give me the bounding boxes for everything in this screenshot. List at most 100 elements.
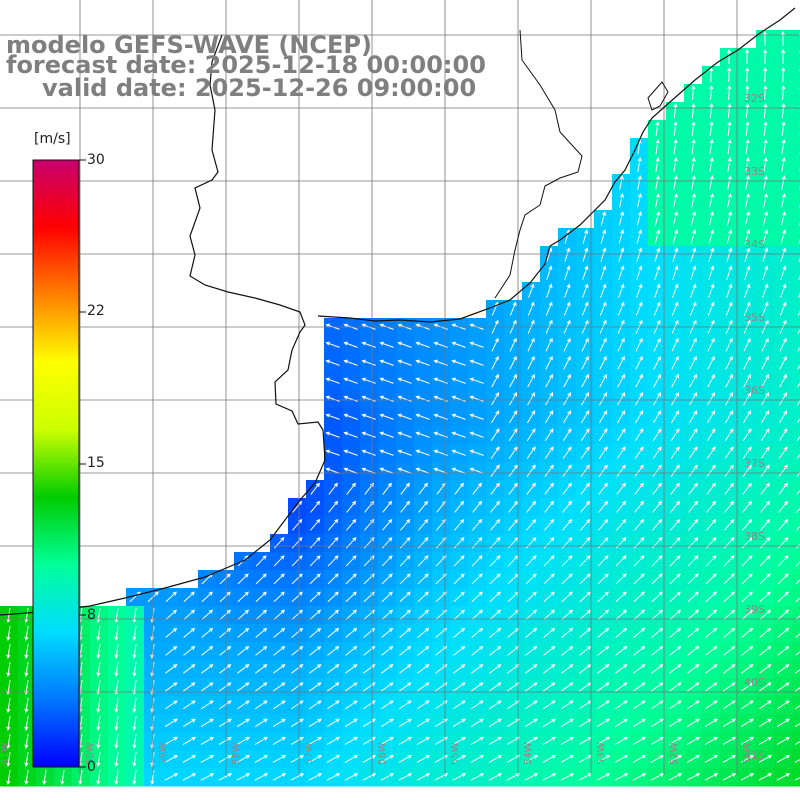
wind-arrow-head <box>602 319 607 325</box>
wind-arrow <box>491 338 499 352</box>
wind-arrow <box>416 755 430 763</box>
wind-arrow <box>722 736 736 746</box>
wind-arrow <box>616 410 626 424</box>
wind-arrow-head <box>693 446 698 451</box>
wind-arrow <box>728 67 730 83</box>
wind-arrow-head <box>533 718 538 723</box>
wind-arrow <box>651 628 663 638</box>
wind-arrow-head <box>317 773 323 777</box>
wind-arrow-head <box>132 708 137 713</box>
wind-arrow <box>777 573 789 585</box>
wind-arrow-head <box>640 537 645 542</box>
wind-arrow <box>797 381 800 388</box>
wind-arrow <box>182 755 196 763</box>
wind-arrow-head <box>24 708 29 713</box>
wind-arrow-head <box>497 664 502 669</box>
wind-arrow <box>794 705 800 710</box>
wind-cell <box>792 516 800 535</box>
wind-arrow <box>165 609 177 621</box>
wind-arrow-head <box>388 627 394 632</box>
wind-arrow-head <box>352 627 358 632</box>
wind-arrow <box>435 628 447 638</box>
wind-arrow <box>614 755 628 763</box>
wind-arrow-head <box>748 646 754 651</box>
wind-arrow <box>614 736 628 746</box>
wind-arrow-head <box>6 744 11 749</box>
wind-arrow-head <box>496 627 502 632</box>
wind-arrow-head <box>765 500 771 506</box>
wind-arrow <box>795 561 800 567</box>
wind-arrow-head <box>638 301 643 307</box>
wind-arrow-head <box>451 323 456 328</box>
wind-arrow <box>634 465 644 477</box>
wind-arrow <box>236 700 250 710</box>
wind-arrow <box>668 736 682 746</box>
wind-arrow <box>182 736 196 746</box>
wind-arrow-head <box>728 319 733 325</box>
wind-arrow-head <box>512 355 517 361</box>
lat-label: 33S <box>744 165 765 178</box>
wind-arrow <box>362 700 376 710</box>
wind-arrow <box>654 194 660 208</box>
wind-arrow-head <box>785 755 791 759</box>
wind-arrow <box>418 501 428 513</box>
wind-arrow-head <box>299 773 305 777</box>
wind-arrow <box>527 356 535 370</box>
wind-arrow-head <box>621 482 626 487</box>
wind-arrow <box>237 682 249 692</box>
wind-arrow-head <box>334 573 339 578</box>
lon-label: 53W <box>596 742 607 765</box>
wind-arrow-head <box>388 609 394 614</box>
wind-arrow-head <box>711 482 716 487</box>
wind-arrow-head <box>530 283 535 288</box>
wind-arrow <box>543 555 555 567</box>
wind-arrow-head <box>549 410 554 415</box>
wind-arrow <box>687 682 699 692</box>
wind-arrow-head <box>132 762 137 767</box>
wind-arrow-head <box>622 573 627 578</box>
wind-arrow <box>672 248 678 262</box>
wind-arrow-head <box>729 428 734 433</box>
wind-arrow <box>164 718 178 728</box>
wind-arrow <box>561 591 573 603</box>
wind-arrow <box>690 212 696 226</box>
wind-arrow-head <box>711 500 717 506</box>
wind-arrow-head <box>460 609 466 614</box>
wind-arrow <box>309 664 321 674</box>
wind-arrow-head <box>495 428 500 433</box>
wind-arrow <box>615 682 627 692</box>
wind-arrow-head <box>783 482 788 487</box>
wind-arrow <box>254 718 268 728</box>
wind-arrow <box>704 736 718 746</box>
model-title: modelo GEFS-WAVE (NCEP) <box>6 31 372 59</box>
wind-arrow <box>760 446 770 460</box>
wind-arrow-head <box>325 377 330 382</box>
wind-arrow-head <box>370 518 375 524</box>
wind-arrow <box>346 483 356 495</box>
wind-arrow <box>416 360 430 366</box>
wind-arrow-head <box>639 500 645 506</box>
wind-arrow <box>705 609 717 621</box>
wind-arrow-head <box>551 664 556 669</box>
wind-arrow-head <box>469 431 474 436</box>
wind-arrow <box>600 230 606 244</box>
wind-arrow <box>398 736 412 746</box>
wind-arrow <box>724 446 734 460</box>
wind-arrow-head <box>712 555 717 560</box>
wind-arrow-head <box>638 265 643 270</box>
wind-arrow <box>616 446 626 460</box>
wind-arrow <box>115 662 119 676</box>
wind-arrow <box>599 356 607 370</box>
wind-arrow <box>164 755 178 763</box>
wind-arrow-head <box>586 591 591 596</box>
wind-arrow-head <box>728 229 733 234</box>
wind-arrow-head <box>352 518 357 524</box>
wind-arrow <box>763 121 767 137</box>
wind-arrow <box>524 773 538 781</box>
wind-arrow <box>709 158 713 172</box>
wind-arrow <box>219 682 231 692</box>
wind-arrow-head <box>656 265 661 270</box>
wind-arrow-head <box>603 410 608 415</box>
wind-arrow <box>741 537 753 549</box>
wind-arrow-head <box>495 446 500 451</box>
